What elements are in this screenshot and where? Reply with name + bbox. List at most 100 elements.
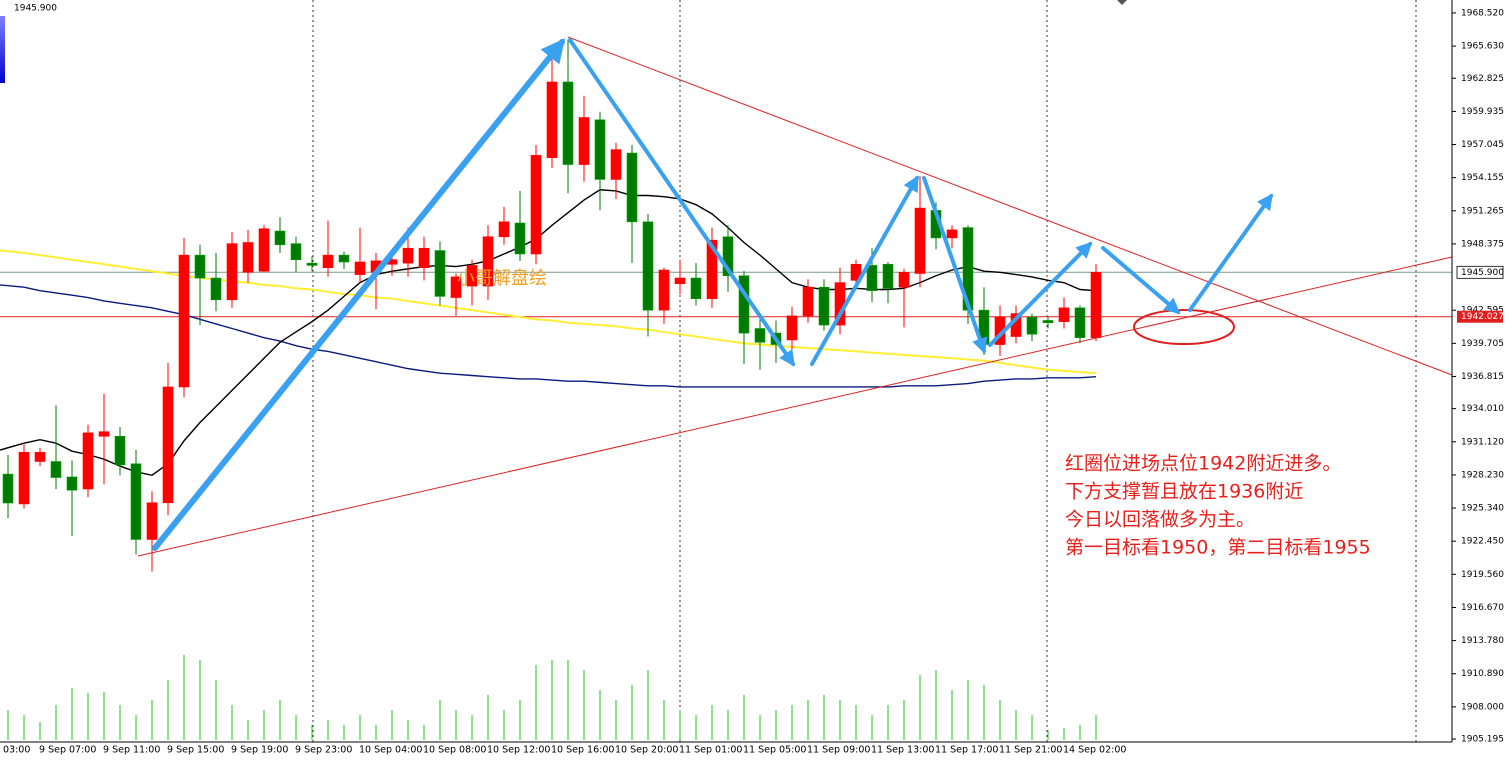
y-tick-label: 1919.560 [1461,570,1504,580]
y-tick-label: 1905.195 [1461,735,1504,745]
x-tick-label: 9 Sep 11:00 [103,745,160,756]
candle-body [738,275,750,334]
y-tick-label: 1968.520 [1461,8,1504,18]
candle-body [114,435,126,466]
candle-body [466,265,478,287]
candle-body [882,263,894,289]
y-tick-label: 1910.890 [1461,669,1504,679]
arrow [1188,193,1273,312]
y-tick-label: 1957.045 [1461,140,1504,150]
x-tick-label: 9 Sep 07:00 [39,745,96,756]
shift-marker [1117,0,1127,5]
candle-body [578,117,590,165]
y-tick-label: 1925.340 [1461,504,1504,514]
x-tick-label: 10 Sep 12:00 [487,745,550,756]
candle-body [530,155,542,255]
watermark: 小哥解盘绘 [457,268,547,289]
candle-body [546,81,558,158]
current-price-box [1456,265,1504,279]
y-tick-label: 1928.230 [1461,470,1504,480]
arrow [568,38,795,367]
candle-body [66,476,78,491]
note: 红圈位进场点位1942附近进多。 [1065,453,1341,475]
candle-body [226,243,238,301]
y-tick-label: 1913.780 [1461,636,1504,646]
y-tick-label: 1936.815 [1461,372,1504,382]
x-tick-label: 9 Sep 19:00 [231,745,288,756]
day-separators [312,0,1417,742]
candle-body [482,236,494,287]
candle-body [210,277,222,301]
entry-circle [1133,309,1235,345]
x-tick-label: 11 Sep 05:00 [743,745,806,756]
candle-body [242,242,254,273]
candle-body [818,286,830,326]
candle-body [690,277,702,299]
candle-body [1042,320,1054,324]
candle-body [162,386,174,504]
candle-body [450,276,462,298]
moving-average [0,249,1097,375]
x-tick-label: 9 Sep 23:00 [295,745,352,756]
candle-body [194,254,206,279]
y-tick-label: 1965.630 [1461,42,1504,52]
arrow [922,176,988,355]
candle-body [514,222,526,255]
x-tick-label: 11 Sep 21:00 [999,745,1062,756]
x-tick-label: 11 Sep 01:00 [679,745,742,756]
candle-body [610,149,622,180]
candle-body [50,461,62,478]
candle-body [914,207,926,274]
candle-body [34,452,46,462]
candle-body [258,228,270,272]
note: 下方支撑暂且放在1936附近 [1065,481,1303,503]
candle-body [418,247,430,269]
y-tick-label: 1908.000 [1461,702,1504,712]
candle-body [178,254,190,388]
arrow [1101,246,1181,315]
candle-body [498,221,510,238]
candle-body [786,315,798,341]
note: 今日以回落做多为主。 [1065,509,1255,531]
x-tick-label: 14 Sep 02:00 [1063,745,1126,756]
y-tick-label: 1939.705 [1461,339,1504,349]
y-tick-label: 1931.120 [1461,437,1504,447]
x-tick-label: 10 Sep 20:00 [615,745,678,756]
x-tick-label: 11 Sep 17:00 [935,745,998,756]
candle-body [850,263,862,281]
candle-body [1074,307,1086,338]
arrow [810,175,919,366]
candle-body [1090,272,1102,338]
plot-area [0,0,1452,742]
candle-body [898,272,910,288]
candle-body [18,452,30,505]
candle-body [402,247,414,264]
note: 第一目标看1950，第二目标看1955 [1065,537,1371,559]
candle-body [594,119,606,180]
y-tick-label: 1959.935 [1461,107,1504,117]
arrow [988,241,1093,347]
support-trendline [137,256,1453,557]
y-tick-label: 1916.670 [1461,603,1504,613]
candle-body [946,229,958,239]
x-tick-label: 10 Sep 08:00 [423,745,486,756]
candle-body [338,254,350,263]
candle-body [130,463,142,540]
candle-body [658,269,670,311]
candle-body [562,81,574,165]
price-header: 1945.900 [14,4,57,14]
x-tick-label: 10 Sep 04:00 [359,745,422,756]
current-price-label: 1945.900 [1461,268,1504,278]
candle-body [354,261,366,275]
level-label: 1942.027 [1461,312,1504,322]
x-tick-label: 03:00 [3,745,30,756]
candle-body [146,502,158,540]
candle-body [290,243,302,260]
y-tick-label: 1954.155 [1461,173,1504,183]
moving-average [0,284,1097,388]
moving-average [0,189,1097,477]
y-tick-label: 1948.375 [1461,239,1504,249]
x-tick-label: 10 Sep 16:00 [551,745,614,756]
y-tick-label: 1951.265 [1461,206,1504,216]
candle-body [642,221,654,311]
